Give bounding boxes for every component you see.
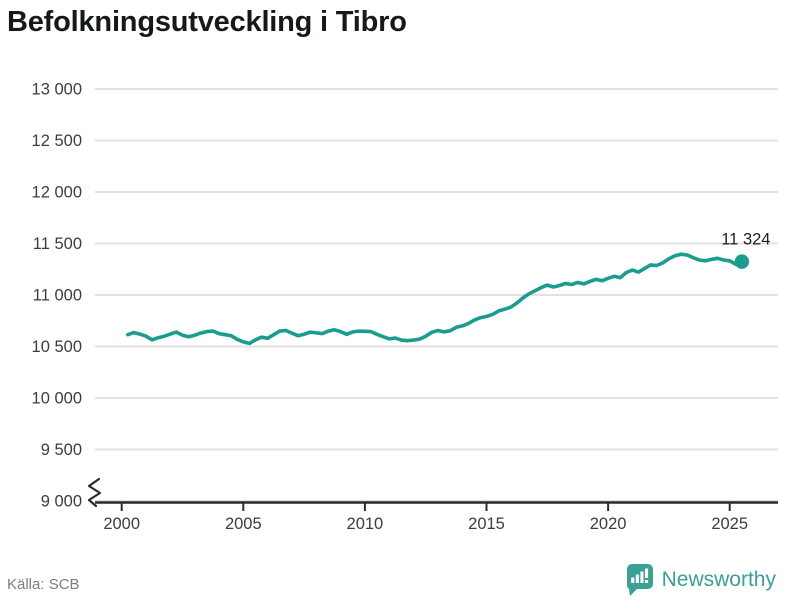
y-axis-tick-label: 10 500	[32, 338, 82, 356]
y-axis-tick-label: 11 000	[33, 287, 82, 305]
x-axis-tick-label: 2000	[103, 515, 140, 533]
end-point-dot	[734, 254, 750, 269]
x-axis-tick-label: 2005	[225, 515, 262, 533]
end-point-value-label: 11 324	[721, 231, 770, 249]
y-axis-tick-label: 12 000	[32, 184, 82, 202]
y-axis-tick-label: 11 500	[33, 235, 82, 253]
y-axis-tick-label: 13 000	[32, 81, 82, 99]
y-axis-tick-label: 12 500	[32, 132, 82, 150]
y-axis-tick-label: 9 500	[41, 441, 82, 459]
x-axis-tick-label: 2010	[347, 515, 384, 533]
population-data-line	[126, 252, 744, 346]
y-axis-break-icon	[87, 477, 102, 508]
bar-chart-speech-bubble-icon	[626, 564, 653, 596]
y-axis-tick-label: 10 000	[32, 390, 82, 408]
x-axis-tick-label: 2025	[711, 515, 748, 533]
x-axis-tick-label: 2020	[590, 515, 627, 533]
population-line-chart: 13 000 12 500 12 000 11 500 11 000 10 500 10 0…	[32, 81, 778, 533]
chart-title: Befolkningsutveckling i Tibro	[7, 6, 407, 38]
newsworthy-wordmark: Newsworthy	[661, 567, 776, 591]
x-axis-tick-label: 2015	[468, 515, 505, 533]
newsworthy-branding: Newsworthy	[625, 563, 776, 596]
y-axis-tick-label: 9 000	[41, 493, 82, 511]
source-note: Källa: SCB	[7, 576, 80, 593]
